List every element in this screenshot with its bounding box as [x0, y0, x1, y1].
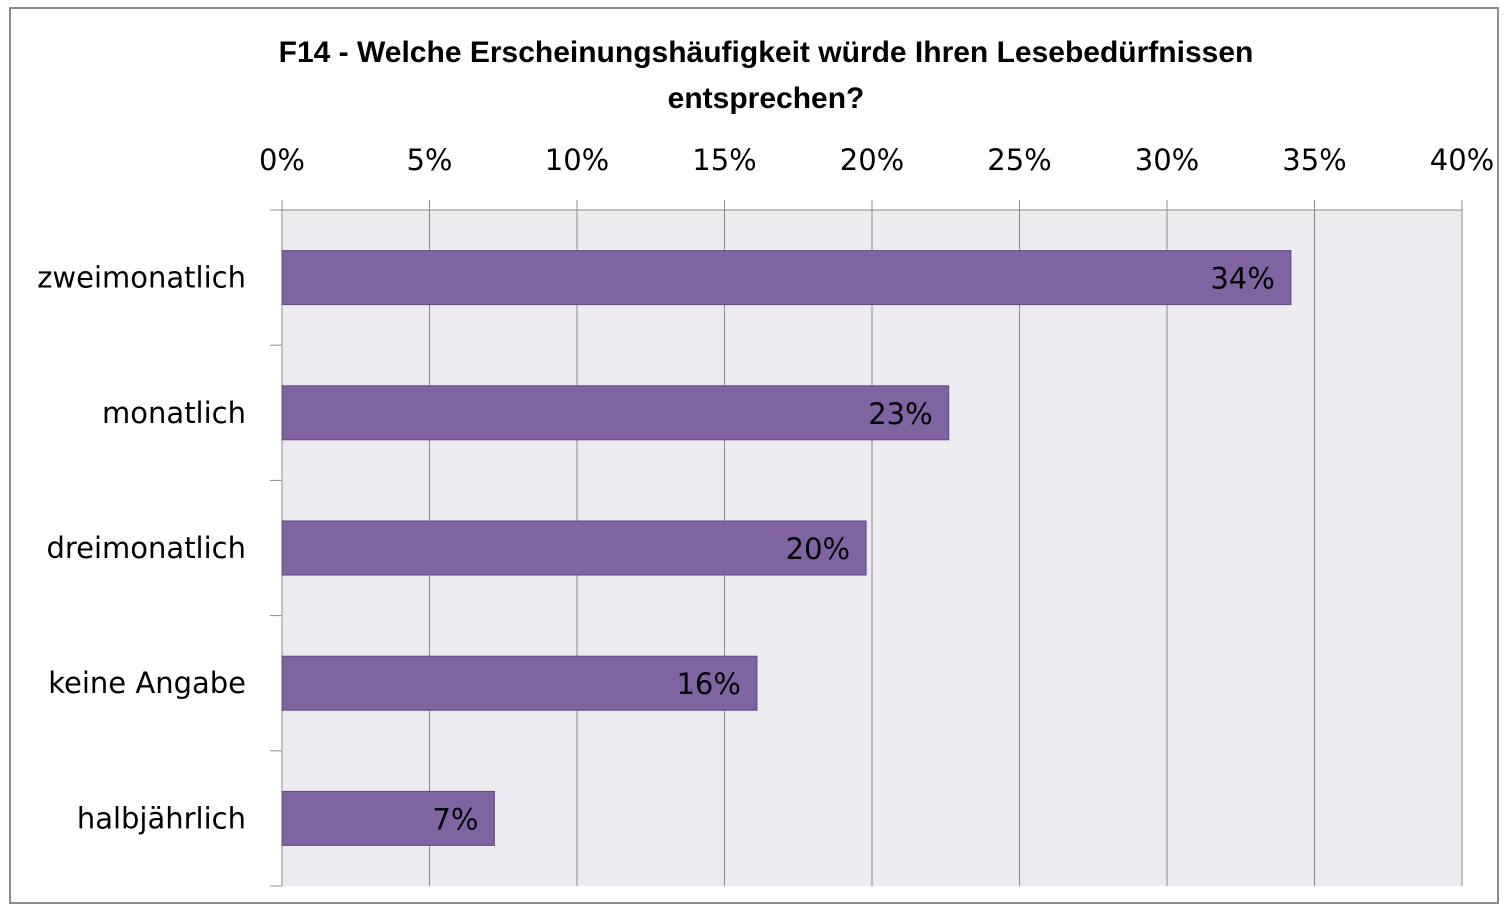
value-label: 20%: [786, 532, 850, 566]
x-tick-label: 30%: [1135, 143, 1199, 177]
bar: [281, 250, 1292, 306]
chart-title: F14 - Welche Erscheinungshäufigkeit würd…: [278, 36, 1254, 115]
chart-frame: [9, 7, 1499, 904]
x-tick-label: 0%: [259, 143, 305, 177]
x-tick-label: 25%: [987, 143, 1051, 177]
x-tick-label: 40%: [1430, 143, 1494, 177]
value-label: 23%: [868, 397, 932, 431]
x-tick-label: 35%: [1282, 143, 1346, 177]
value-label: 7%: [432, 802, 478, 836]
bar: [281, 655, 758, 711]
x-tick-label: 15%: [692, 143, 756, 177]
y-tick-label: dreimonatlich: [46, 531, 246, 565]
x-tick-label: 5%: [406, 143, 452, 177]
bar: [281, 520, 867, 576]
x-tick-label: 20%: [840, 143, 904, 177]
x-tick-label: 10%: [545, 143, 609, 177]
bar: [281, 385, 950, 441]
y-tick-label: zweimonatlich: [37, 261, 246, 295]
y-tick-label: halbjährlich: [77, 801, 246, 835]
y-tick-label: keine Angabe: [48, 666, 246, 700]
bar: [281, 790, 495, 846]
value-label: 34%: [1210, 262, 1274, 296]
value-label: 16%: [676, 667, 740, 701]
y-tick-label: monatlich: [102, 396, 246, 430]
